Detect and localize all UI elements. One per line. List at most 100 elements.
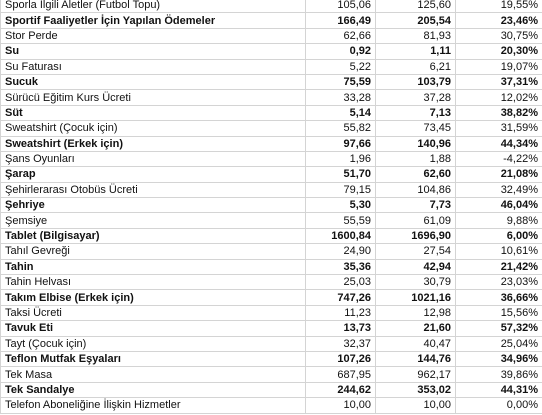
new-price: 42,94 (375, 258, 456, 276)
item-name: Tek Masa (0, 366, 306, 383)
old-price: 32,37 (305, 335, 376, 352)
change-rate: 37,31% (455, 73, 542, 91)
old-price: 166,49 (305, 12, 376, 29)
old-price: 244,62 (305, 381, 376, 399)
table-row: Su 0,92 1,11 20,30% (0, 43, 542, 60)
change-rate: 19,07% (455, 58, 542, 75)
old-price: 55,59 (305, 212, 376, 229)
table-row: Tahıl Gevreği 24,90 27,54 10,61% (0, 243, 542, 260)
new-price: 353,02 (375, 381, 456, 399)
old-price: 13,73 (305, 320, 376, 337)
change-rate: 34,96% (455, 350, 542, 368)
change-rate: 10,61% (455, 243, 542, 260)
item-name: Sweatshirt (Erkek için) (0, 135, 306, 152)
table-row: Tavuk Eti 13,73 21,60 57,32% (0, 320, 542, 337)
new-price: 104,86 (375, 181, 456, 199)
item-name: Su Faturası (0, 58, 306, 75)
item-name: Şehirlerarası Otobüs Ücreti (0, 181, 306, 199)
item-name: Şarap (0, 166, 306, 183)
table-row: Sweatshirt (Çocuk için) 55,82 73,45 31,59% (0, 120, 542, 137)
new-price: 6,21 (375, 58, 456, 75)
new-price: 144,76 (375, 350, 456, 368)
table-row: Şarap 51,70 62,60 21,08% (0, 166, 542, 183)
new-price: 140,96 (375, 135, 456, 152)
table-row: Tek Masa 687,95 962,17 39,86% (0, 366, 542, 383)
table-row: Tayt (Çocuk için) 32,37 40,47 25,04% (0, 335, 542, 352)
old-price: 10,00 (305, 397, 376, 414)
old-price: 1,96 (305, 150, 376, 168)
new-price: 1,11 (375, 43, 456, 60)
change-rate: 44,34% (455, 135, 542, 152)
change-rate: 23,03% (455, 274, 542, 291)
change-rate: 38,82% (455, 104, 542, 122)
change-rate: 32,49% (455, 181, 542, 199)
table-row: Teflon Mutfak Eşyaları 107,26 144,76 34,96% (0, 350, 542, 368)
new-price: 205,54 (375, 12, 456, 29)
new-price: 1696,90 (375, 227, 456, 245)
change-rate: 39,86% (455, 366, 542, 383)
old-price: 0,92 (305, 43, 376, 60)
old-price: 79,15 (305, 181, 376, 199)
item-name: Stor Perde (0, 27, 306, 45)
new-price: 40,47 (375, 335, 456, 352)
old-price: 105,06 (305, 0, 376, 14)
item-name: Telefon Aboneliğine İlişkin Hizmetler (0, 397, 306, 414)
table-row: Taksi Ücreti 11,23 12,98 15,56% (0, 304, 542, 322)
change-rate: -4,22% (455, 150, 542, 168)
old-price: 25,03 (305, 274, 376, 291)
item-name: Şehriye (0, 197, 306, 214)
new-price: 61,09 (375, 212, 456, 229)
old-price: 5,30 (305, 197, 376, 214)
change-rate: 23,46% (455, 12, 542, 29)
item-name: Tek Sandalye (0, 381, 306, 399)
change-rate: 21,42% (455, 258, 542, 276)
table-row: Şehirlerarası Otobüs Ücreti 79,15 104,86 32… (0, 181, 542, 199)
item-name: Sporla İlgili Aletler (Futbol Topu) (0, 0, 306, 14)
table-row: Tahin 35,36 42,94 21,42% (0, 258, 542, 276)
new-price: 21,60 (375, 320, 456, 337)
table-row: Tahin Helvası 25,03 30,79 23,03% (0, 274, 542, 291)
old-price: 24,90 (305, 243, 376, 260)
change-rate: 15,56% (455, 304, 542, 322)
new-price: 37,28 (375, 89, 456, 106)
new-price: 27,54 (375, 243, 456, 260)
old-price: 51,70 (305, 166, 376, 183)
new-price: 1021,16 (375, 289, 456, 306)
item-name: Taksi Ücreti (0, 304, 306, 322)
item-name: Tayt (Çocuk için) (0, 335, 306, 352)
old-price: 62,66 (305, 27, 376, 45)
change-rate: 12,02% (455, 89, 542, 106)
change-rate: 46,04% (455, 197, 542, 214)
new-price: 30,79 (375, 274, 456, 291)
item-name: Sürücü Eğitim Kurs Ücreti (0, 89, 306, 106)
table-row: Takım Elbise (Erkek için) 747,26 1021,16 36… (0, 289, 542, 306)
old-price: 5,14 (305, 104, 376, 122)
table-row: Sucuk 75,59 103,79 37,31% (0, 73, 542, 91)
item-name: Teflon Mutfak Eşyaları (0, 350, 306, 368)
table-row: Sweatshirt (Erkek için) 97,66 140,96 44,34% (0, 135, 542, 152)
change-rate: 25,04% (455, 335, 542, 352)
table-row: Tek Sandalye 244,62 353,02 44,31% (0, 381, 542, 399)
change-rate: 0,00% (455, 397, 542, 414)
item-name: Takım Elbise (Erkek için) (0, 289, 306, 306)
old-price: 747,26 (305, 289, 376, 306)
new-price: 1,88 (375, 150, 456, 168)
table-row: Telefon Aboneliğine İlişkin Hizmetler 10,… (0, 397, 542, 414)
table-row: Süt 5,14 7,13 38,82% (0, 104, 542, 122)
new-price: 12,98 (375, 304, 456, 322)
table-row: Tablet (Bilgisayar) 1600,84 1696,90 6,00% (0, 227, 542, 245)
old-price: 11,23 (305, 304, 376, 322)
table-row: Şemsiye 55,59 61,09 9,88% (0, 212, 542, 229)
item-name: Süt (0, 104, 306, 122)
item-name: Sportif Faaliyetler İçin Yapılan Ödemele… (0, 12, 306, 29)
table-row: Şehriye 5,30 7,73 46,04% (0, 197, 542, 214)
table-row: Stor Perde 62,66 81,93 30,75% (0, 27, 542, 45)
item-name: Tahıl Gevreği (0, 243, 306, 260)
change-rate: 19,55% (455, 0, 542, 14)
new-price: 125,60 (375, 0, 456, 14)
old-price: 35,36 (305, 258, 376, 276)
new-price: 81,93 (375, 27, 456, 45)
table-row: Su Faturası 5,22 6,21 19,07% (0, 58, 542, 75)
